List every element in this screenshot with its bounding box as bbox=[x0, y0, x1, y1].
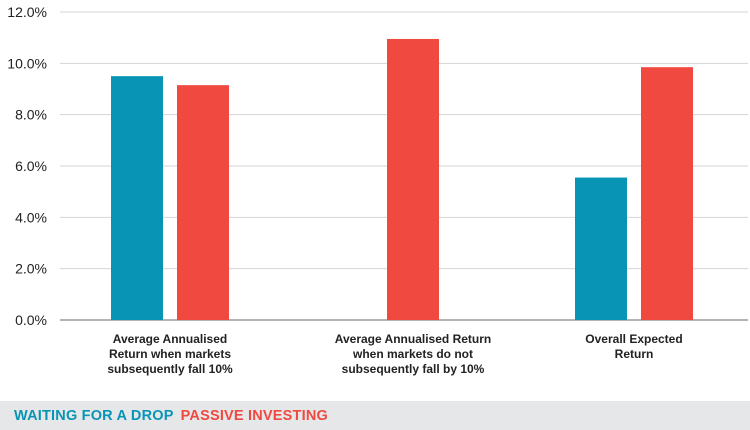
bar-chart: 0.0% 2.0% 4.0% 6.0% 8.0% 10.0% 12.0% Average A… bbox=[7, 4, 748, 376]
bar-waiting-for-a-drop bbox=[111, 76, 163, 321]
x-axis-category-labels: Average Annualised Return when markets sub… bbox=[107, 332, 682, 376]
y-tick-label: 10.0% bbox=[7, 55, 47, 71]
legend: WAITING FOR A DROP PASSIVE INVESTING bbox=[0, 401, 750, 430]
y-tick-label: 12.0% bbox=[7, 4, 47, 20]
bar-passive-investing bbox=[641, 67, 693, 320]
y-tick-label: 2.0% bbox=[15, 261, 47, 277]
bar-passive-investing bbox=[177, 85, 229, 321]
y-tick-label: 4.0% bbox=[15, 209, 47, 225]
y-tick-label: 6.0% bbox=[15, 158, 47, 174]
legend-item-waiting-for-a-drop: WAITING FOR A DROP bbox=[14, 407, 174, 424]
legend-item-passive-investing: PASSIVE INVESTING bbox=[180, 407, 328, 424]
y-tick-label: 8.0% bbox=[15, 107, 47, 123]
bar-passive-investing bbox=[387, 38, 439, 320]
y-axis-tick-labels: 0.0% 2.0% 4.0% 6.0% 8.0% 10.0% 12.0% bbox=[7, 4, 47, 328]
x-category-label: Overall Expected Return bbox=[585, 332, 682, 361]
x-category-label: Average Annualised Return when markets do… bbox=[335, 332, 491, 376]
x-category-label: Average Annualised Return when markets sub… bbox=[107, 332, 233, 376]
y-tick-label: 0.0% bbox=[15, 312, 47, 328]
bars bbox=[111, 38, 693, 321]
bar-waiting-for-a-drop bbox=[575, 177, 627, 320]
